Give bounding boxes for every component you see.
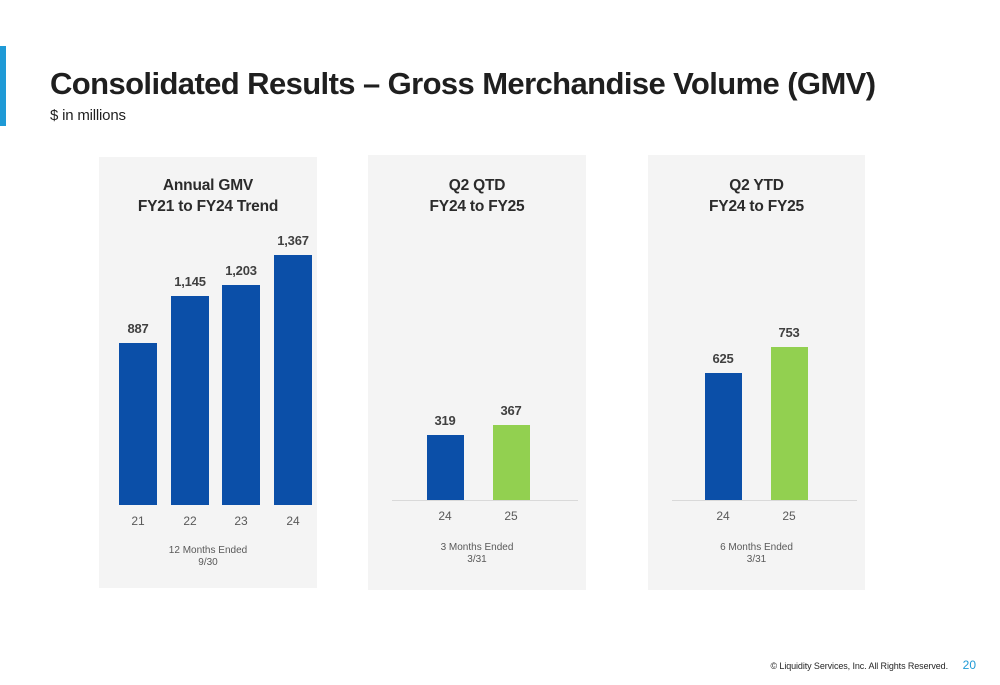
- bar-fy23: [222, 284, 260, 505]
- bar-fy22: [171, 295, 209, 505]
- bar-value-label: 625: [712, 351, 734, 366]
- chart-baseline: [672, 500, 857, 501]
- chart-baseline: [392, 500, 578, 501]
- accent-bar: [0, 46, 6, 126]
- chart-panel-q2-qtd: Q2 QTD FY24 to FY25 3 Months Ended 3/31 …: [368, 155, 586, 590]
- page-number: 20: [962, 658, 976, 672]
- bar-fy24: [426, 435, 464, 500]
- bar-fy21: [119, 342, 157, 505]
- bar-value-label: 1,367: [277, 233, 309, 248]
- chart-title: Q2 QTD FY24 to FY25: [368, 175, 586, 217]
- chart-title-line: Q2 QTD: [448, 177, 506, 194]
- bar-fy25: [492, 425, 530, 500]
- x-tick-label: 23: [234, 514, 248, 528]
- footnote-line: 6 Months Ended: [720, 542, 793, 553]
- chart-title: Annual GMV FY21 to FY24 Trend: [99, 175, 317, 217]
- bar-value-label: 319: [434, 413, 456, 429]
- x-tick-label: 24: [438, 509, 452, 523]
- chart-footnote: 12 Months Ended 9/30: [99, 545, 317, 569]
- bar-value-label: 887: [127, 320, 149, 336]
- bar-fy24: [704, 373, 742, 500]
- chart-panel-q2-ytd: Q2 YTD FY24 to FY25 6 Months Ended 3/31 …: [648, 155, 865, 590]
- chart-title-line: FY24 to FY25: [709, 198, 804, 215]
- footnote-line: 12 Months Ended: [168, 545, 248, 556]
- x-tick-label: 24: [286, 514, 300, 528]
- bar-value-label: 753: [778, 325, 800, 340]
- chart-footnote: 6 Months Ended 3/31: [648, 542, 865, 566]
- chart-title-line: FY21 to FY24 Trend: [137, 198, 279, 215]
- page-title: Consolidated Results – Gross Merchandise…: [50, 66, 876, 101]
- chart-footnote: 3 Months Ended 3/31: [368, 542, 586, 566]
- footnote-line: 9/30: [198, 557, 218, 568]
- chart-title-line: FY24 to FY25: [429, 198, 525, 215]
- chart-title: Q2 YTD FY24 to FY25: [648, 175, 865, 217]
- x-tick-label: 21: [131, 514, 145, 528]
- x-tick-label: 24: [716, 509, 730, 523]
- chart-title-line: Q2 YTD: [729, 177, 784, 194]
- bar-fy25: [770, 347, 808, 500]
- chart-title-line: Annual GMV: [162, 177, 254, 194]
- bar-fy24: [274, 255, 312, 505]
- footnote-line: 3 Months Ended: [440, 542, 514, 553]
- bar-value-label: 367: [500, 403, 522, 419]
- footnote-line: 3/31: [746, 554, 767, 565]
- x-tick-label: 25: [504, 509, 518, 523]
- x-tick-label: 22: [183, 514, 197, 528]
- chart-panel-annual-gmv: Annual GMV FY21 to FY24 Trend 12 Months …: [99, 157, 317, 588]
- bar-value-label: 1,203: [225, 262, 257, 278]
- x-tick-label: 25: [782, 509, 796, 523]
- bar-value-label: 1,145: [174, 273, 206, 289]
- footnote-line: 3/31: [467, 554, 487, 565]
- copyright-notice: © Liquidity Services, Inc. All Rights Re…: [770, 661, 948, 671]
- page-subtitle: $ in millions: [50, 107, 126, 124]
